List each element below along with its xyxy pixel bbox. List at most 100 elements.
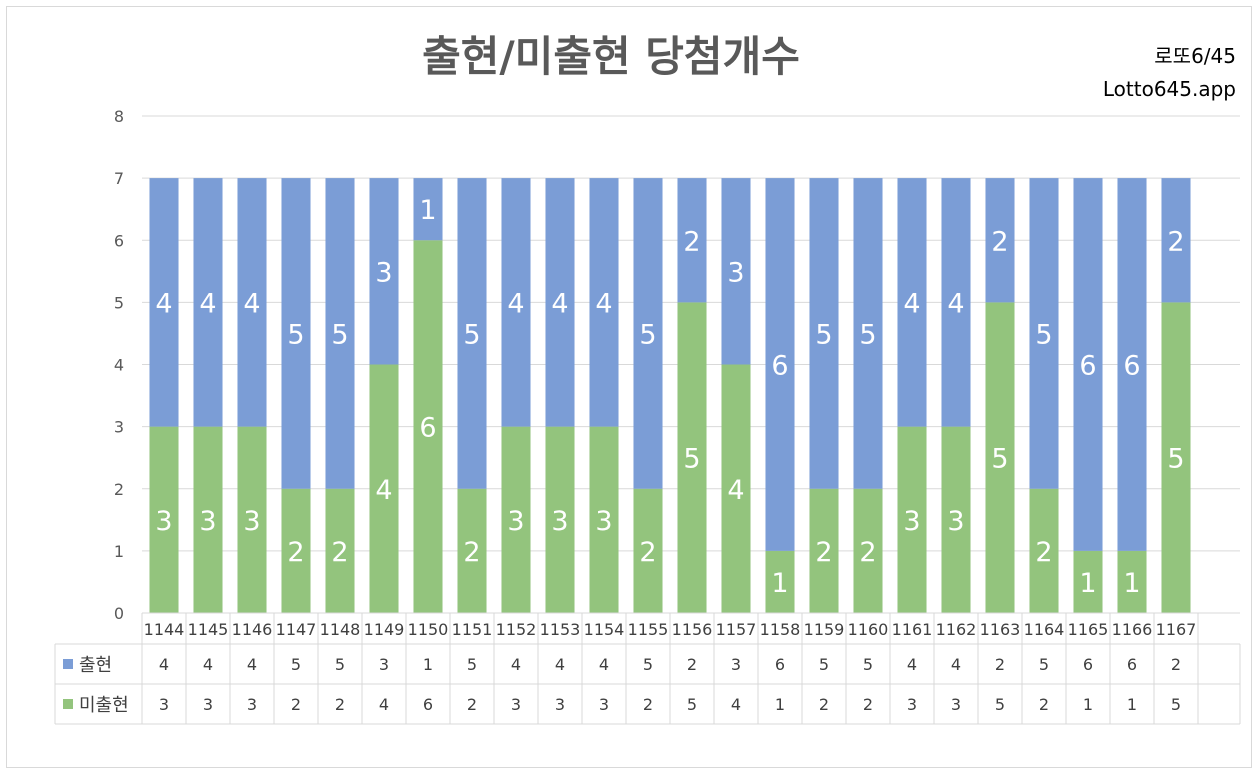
- bar-segment: [369, 178, 399, 365]
- bar-value-label: 5: [683, 444, 700, 475]
- bar-value-label: 6: [1123, 351, 1140, 382]
- x-category-label: 1145: [188, 620, 229, 639]
- brand-url: Lotto645.app: [1103, 77, 1236, 101]
- bar-value-label: 2: [639, 537, 656, 568]
- x-category-label: 1166: [1112, 620, 1153, 639]
- bar-value-label: 4: [595, 288, 612, 319]
- legend-label: 출현: [79, 655, 112, 676]
- bar-segment: [589, 426, 619, 613]
- bar-value-label: 1: [1123, 568, 1140, 599]
- bar-segment: [809, 178, 839, 489]
- table-cell: 4: [511, 655, 521, 674]
- legend-swatch: [63, 659, 73, 669]
- x-category-label: 1153: [540, 620, 581, 639]
- bar-value-label: 3: [595, 506, 612, 537]
- table-cell: 2: [819, 695, 829, 714]
- y-axis: 0 1 2 3 4 5 6 7 8: [114, 107, 124, 623]
- bar-segment: [149, 426, 179, 613]
- bar-segment: [1073, 178, 1103, 551]
- bar-segment: [721, 178, 751, 365]
- x-category-label: 1167: [1156, 620, 1197, 639]
- table-cell: 3: [247, 695, 257, 714]
- table-cell: 6: [423, 695, 433, 714]
- x-category-label: 1152: [496, 620, 537, 639]
- y-tick-label: 4: [114, 356, 124, 375]
- y-tick-label: 8: [114, 107, 124, 126]
- bar-value-label: 4: [947, 288, 964, 319]
- table-cell: 3: [731, 655, 741, 674]
- bar-segment: [1029, 178, 1059, 489]
- bar-value-label: 3: [507, 506, 524, 537]
- table-cell: 2: [335, 695, 345, 714]
- x-category-label: 1148: [320, 620, 361, 639]
- table-cell: 6: [1127, 655, 1137, 674]
- bar-segment: [897, 178, 927, 427]
- bar-value-label: 5: [815, 319, 832, 350]
- bar-value-label: 2: [287, 537, 304, 568]
- table-cell: 4: [599, 655, 609, 674]
- bar-value-label: 3: [155, 506, 172, 537]
- bar-value-label: 4: [375, 475, 392, 506]
- bar-segment: [1161, 178, 1191, 303]
- y-tick-label: 6: [114, 231, 124, 250]
- table-cell: 2: [995, 655, 1005, 674]
- bar-segment: [765, 178, 795, 551]
- bar-segment: [237, 178, 267, 427]
- bar-value-label: 5: [331, 319, 348, 350]
- bar-segment: [281, 178, 311, 489]
- bar-value-label: 2: [991, 226, 1008, 257]
- table-cell: 3: [203, 695, 213, 714]
- bar-segment: [677, 178, 707, 303]
- chart-title: 출현/미출현 당첨개수: [422, 32, 800, 81]
- bar-value-label: 5: [463, 319, 480, 350]
- bar-segment: [413, 178, 443, 241]
- bar-segment: [193, 426, 223, 613]
- bar-value-label: 2: [463, 537, 480, 568]
- table-cell: 1: [423, 655, 433, 674]
- table-cell: 3: [511, 695, 521, 714]
- bar-value-label: 6: [1079, 351, 1096, 382]
- bar-value-label: 2: [683, 226, 700, 257]
- table-cell: 4: [907, 655, 917, 674]
- bar-segment: [1117, 178, 1147, 551]
- bar-segment: [1117, 550, 1147, 613]
- table-cell: 5: [1171, 695, 1181, 714]
- x-category-label: 1163: [980, 620, 1021, 639]
- bar-segment: [985, 178, 1015, 303]
- bar-segment: [457, 178, 487, 489]
- bar-value-label: 2: [859, 537, 876, 568]
- x-category-label: 1164: [1024, 620, 1065, 639]
- bar-segment: [237, 426, 267, 613]
- bar-segment: [985, 302, 1015, 613]
- x-category-label: 1165: [1068, 620, 1109, 639]
- x-category-label: 1160: [848, 620, 889, 639]
- bar-value-label: 3: [903, 506, 920, 537]
- bar-segment: [941, 426, 971, 613]
- x-category-label: 1156: [672, 620, 713, 639]
- bar-value-label: 4: [155, 288, 172, 319]
- bar-value-label: 3: [199, 506, 216, 537]
- table-cell: 4: [203, 655, 213, 674]
- bar-segment: [633, 488, 663, 613]
- bar-value-label: 4: [903, 288, 920, 319]
- bar-segment: [281, 488, 311, 613]
- table-cell: 1: [1127, 695, 1137, 714]
- y-tick-label: 2: [114, 480, 124, 499]
- bar-segment: [545, 178, 575, 427]
- table-cell: 5: [863, 655, 873, 674]
- data-table: 1144 1145 1146 1147 1148 1149 1150 1151 1152 1153…: [54, 612, 1241, 725]
- table-cell: 3: [951, 695, 961, 714]
- bar-segment: [325, 488, 355, 613]
- table-cell: 5: [291, 655, 301, 674]
- table-cell: 2: [467, 695, 477, 714]
- table-cell: 1: [1083, 695, 1093, 714]
- bar-segment: [501, 178, 531, 427]
- table-cell: 5: [819, 655, 829, 674]
- bar-value-label: 2: [1035, 537, 1052, 568]
- table-cell: 3: [907, 695, 917, 714]
- bar-value-label: 5: [639, 319, 656, 350]
- table-cell: 5: [467, 655, 477, 674]
- bar-segment: [721, 364, 751, 613]
- table-cell: 4: [379, 695, 389, 714]
